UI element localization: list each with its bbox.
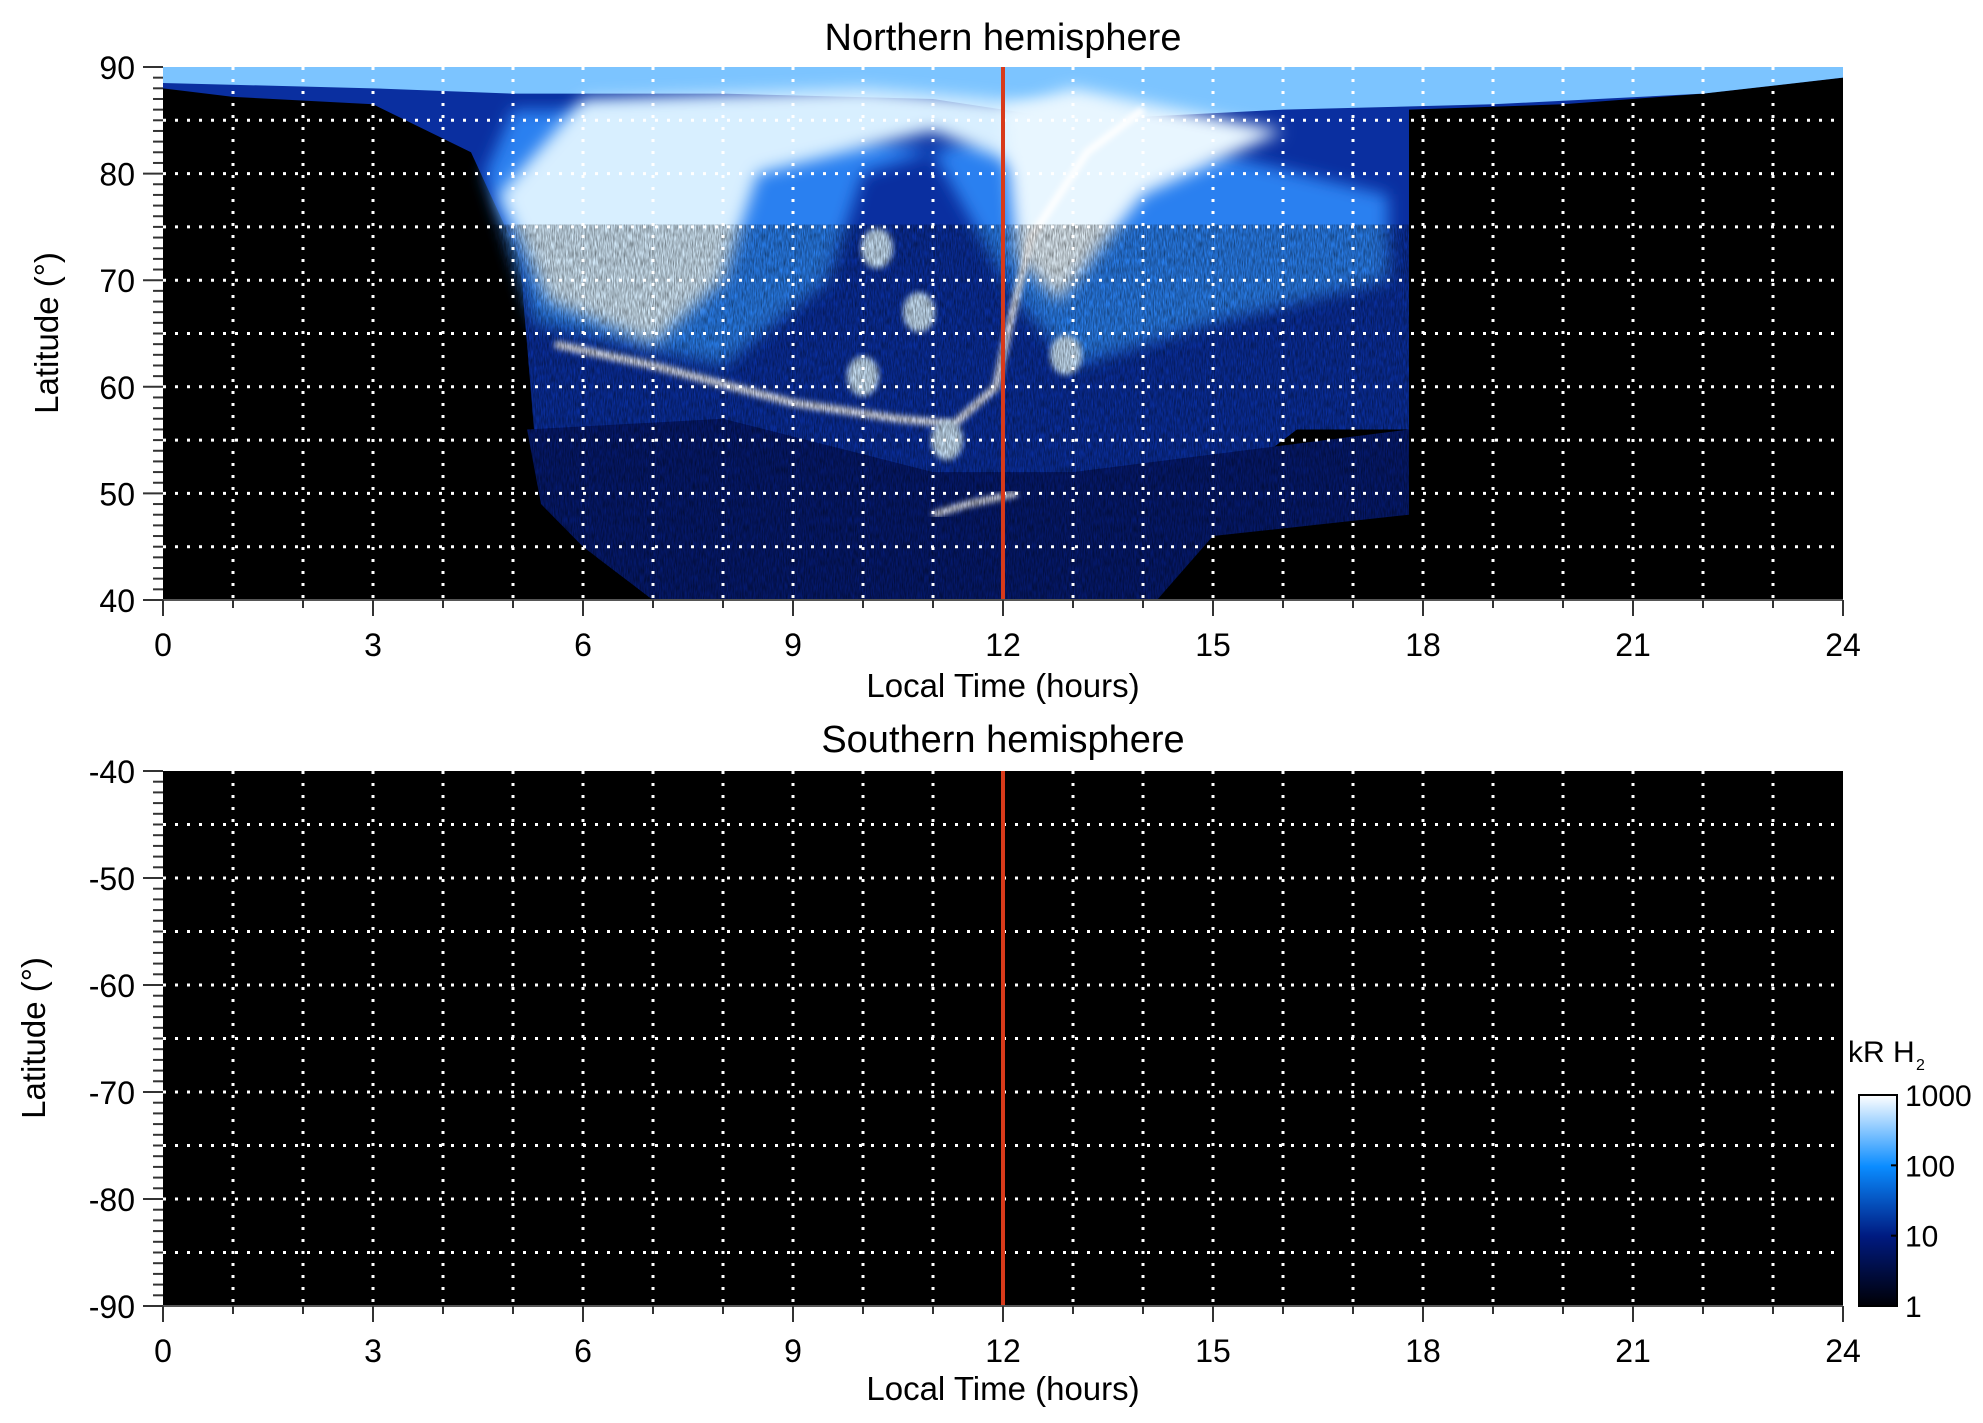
colorbar-label: kR H [1848,1036,1915,1069]
y-tick-label: 40 [99,583,135,619]
x-tick-label: 15 [1195,1333,1231,1369]
y-tick-label: -90 [89,1289,135,1325]
x-tick-label: 21 [1615,1333,1651,1369]
y-tick-label: 50 [99,476,135,512]
x-tick-label: 6 [574,1333,592,1369]
y-tick-label: 70 [99,263,135,299]
south-y-label: Latitude (°) [15,957,52,1119]
x-tick-label: 3 [364,627,382,663]
south-x-label: Local Time (hours) [866,1370,1139,1407]
x-tick-label: 24 [1825,627,1861,663]
colorbar-ticks: 1 10 100 1000 [1891,1080,1972,1324]
x-tick-label: 6 [574,627,592,663]
y-tick-label: -60 [89,968,135,1004]
north-axes: 40 50 60 70 80 90 0 3 6 9 12 15 18 21 24 [99,50,1860,663]
y-tick-label: 90 [99,50,135,86]
colorbar-tick-label: 100 [1905,1150,1955,1183]
y-tick-label: -40 [89,754,135,790]
north-title: Northern hemisphere [825,17,1182,59]
colorbar-gradient [1858,1094,1898,1307]
colorbar-tick-label: 1000 [1905,1080,1972,1113]
colorbar-label-subscript: 2 [1916,1057,1925,1074]
south-panel: Southern hemisphere -90 -80 -70 -60 -50 -40 0 3… [15,719,1861,1407]
x-tick-label: 18 [1405,1333,1441,1369]
north-y-label: Latitude (°) [28,252,65,414]
x-tick-label: 12 [985,1333,1021,1369]
x-tick-label: 9 [784,627,802,663]
emission-spot [861,228,893,269]
y-tick-label: 60 [99,370,135,406]
north-x-label: Local Time (hours) [866,667,1139,704]
y-tick-label: 80 [99,157,135,193]
north-panel: Northern hemisphere 40 50 60 70 80 90 0 3 6 9 12 15… [28,17,1861,704]
emission-noise-texture [520,258,1409,600]
colorbar: kR H 2 1 10 100 1000 [1848,1036,1972,1324]
x-tick-label: 0 [154,627,172,663]
colorbar-tick-label: 10 [1905,1221,1938,1254]
x-tick-label: 18 [1405,627,1441,663]
x-tick-label: 21 [1615,627,1651,663]
south-axes: -90 -80 -70 -60 -50 -40 0 3 6 9 12 15 18 21 24 [89,754,1861,1369]
x-tick-label: 24 [1825,1333,1861,1369]
x-tick-label: 9 [784,1333,802,1369]
y-tick-label: -70 [89,1075,135,1111]
x-tick-label: 3 [364,1333,382,1369]
x-tick-label: 12 [985,627,1021,663]
y-tick-label: -50 [89,861,135,897]
x-tick-label: 0 [154,1333,172,1369]
y-tick-label: -80 [89,1182,135,1218]
south-title: Southern hemisphere [821,719,1184,761]
x-tick-label: 15 [1195,627,1231,663]
colorbar-tick-label: 1 [1905,1291,1922,1324]
